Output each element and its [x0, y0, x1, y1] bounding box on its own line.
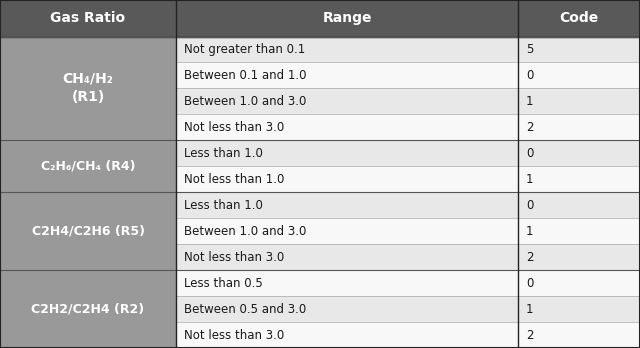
Bar	[176, 63, 518, 88]
Bar	[176, 88, 518, 114]
Bar	[176, 270, 518, 296]
Text: C2H4/C2H6 (R5): C2H4/C2H6 (R5)	[31, 225, 145, 238]
Bar	[176, 296, 518, 322]
Text: Not less than 3.0: Not less than 3.0	[184, 121, 284, 134]
Text: Not less than 3.0: Not less than 3.0	[184, 329, 284, 341]
Text: Between 0.5 and 3.0: Between 0.5 and 3.0	[184, 302, 306, 316]
Text: Less than 1.0: Less than 1.0	[184, 199, 262, 212]
Bar	[0, 192, 176, 218]
Bar	[518, 244, 640, 270]
Bar	[0, 37, 176, 63]
Bar	[176, 322, 518, 348]
Text: 1: 1	[526, 302, 534, 316]
Bar	[0, 88, 176, 114]
Bar	[518, 218, 640, 244]
Bar	[0, 0, 176, 37]
Text: 2: 2	[526, 329, 534, 341]
Bar	[0, 296, 176, 322]
Bar	[176, 0, 518, 37]
Text: 5: 5	[526, 43, 534, 56]
Bar	[176, 37, 518, 63]
Text: Less than 1.0: Less than 1.0	[184, 147, 262, 160]
Text: 1: 1	[526, 225, 534, 238]
Bar	[518, 140, 640, 166]
Text: Code: Code	[559, 11, 599, 25]
Text: 2: 2	[526, 251, 534, 264]
Bar	[518, 37, 640, 63]
Text: 1: 1	[526, 173, 534, 186]
Bar	[0, 218, 176, 244]
Bar	[518, 114, 640, 140]
Bar	[176, 192, 518, 218]
Bar	[518, 192, 640, 218]
Text: 0: 0	[526, 147, 534, 160]
Bar	[518, 88, 640, 114]
Text: Less than 0.5: Less than 0.5	[184, 277, 262, 290]
Bar	[518, 322, 640, 348]
Text: Between 1.0 and 3.0: Between 1.0 and 3.0	[184, 95, 306, 108]
Text: 0: 0	[526, 199, 534, 212]
Bar	[176, 140, 518, 166]
Bar	[0, 114, 176, 140]
Bar	[0, 166, 176, 192]
Bar	[0, 140, 176, 166]
Bar	[0, 270, 176, 296]
Bar	[176, 114, 518, 140]
Text: Not less than 3.0: Not less than 3.0	[184, 251, 284, 264]
Text: 2: 2	[526, 121, 534, 134]
Text: 1: 1	[526, 95, 534, 108]
Text: C₂H₆/CH₄ (R4): C₂H₆/CH₄ (R4)	[41, 160, 135, 173]
Bar	[518, 0, 640, 37]
Text: (R1): (R1)	[72, 90, 104, 104]
Text: Range: Range	[323, 11, 372, 25]
Text: Gas Ratio: Gas Ratio	[51, 11, 125, 25]
Bar	[0, 63, 176, 88]
Text: CH₄/H₂: CH₄/H₂	[63, 72, 113, 86]
Bar	[518, 270, 640, 296]
Text: Between 0.1 and 1.0: Between 0.1 and 1.0	[184, 69, 306, 82]
Text: C2H2/C2H4 (R2): C2H2/C2H4 (R2)	[31, 302, 145, 316]
Text: Between 1.0 and 3.0: Between 1.0 and 3.0	[184, 225, 306, 238]
Bar	[176, 166, 518, 192]
Bar	[518, 166, 640, 192]
Bar	[0, 244, 176, 270]
Text: Not greater than 0.1: Not greater than 0.1	[184, 43, 305, 56]
Text: 0: 0	[526, 69, 534, 82]
Text: 0: 0	[526, 277, 534, 290]
Text: Not less than 1.0: Not less than 1.0	[184, 173, 284, 186]
Bar	[176, 244, 518, 270]
Bar	[518, 63, 640, 88]
Bar	[518, 296, 640, 322]
Bar	[176, 218, 518, 244]
Bar	[0, 322, 176, 348]
